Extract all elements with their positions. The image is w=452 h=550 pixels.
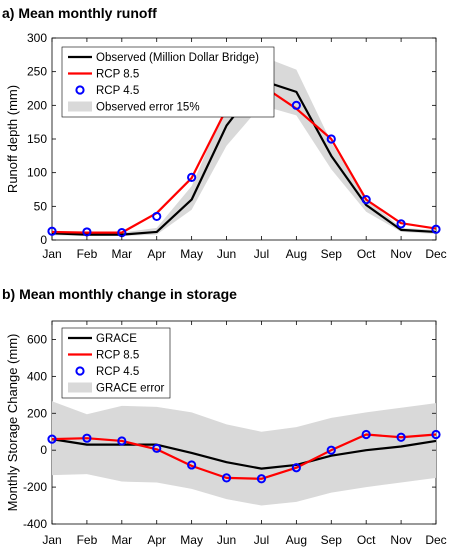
- data-point: [47, 226, 57, 236]
- legend-label: GRACE: [96, 333, 137, 345]
- x-tick-label: Apr: [147, 533, 166, 547]
- x-tick-label: Jan: [42, 247, 61, 261]
- legend-box: [61, 46, 275, 118]
- x-tick-label: Oct: [357, 533, 376, 547]
- legend-swatch-band: [68, 101, 92, 112]
- legend-swatch-marker: [75, 366, 85, 376]
- legend-label: GRACE error: [96, 383, 165, 395]
- x-tick-label: Mar: [111, 247, 132, 261]
- legend-swatch-marker: [75, 85, 85, 95]
- data-point: [47, 434, 57, 444]
- x-tick-label: May: [180, 247, 203, 261]
- data-point: [326, 134, 336, 144]
- data-point: [361, 429, 371, 440]
- y-tick-label: -400: [23, 517, 47, 531]
- x-tick-label: Apr: [147, 247, 166, 261]
- data-point: [396, 219, 406, 229]
- x-tick-label: Dec: [425, 247, 446, 261]
- data-point: [396, 432, 406, 442]
- legend: Observed (Million Dollar Bridge) RCP 8.5 R…: [61, 46, 275, 118]
- x-tick-label: Jan: [42, 533, 61, 547]
- x-tick-label: Aug: [286, 533, 307, 547]
- x-tick-label: Jul: [254, 247, 269, 261]
- chart-title: b) Mean monthly change in storage: [2, 286, 237, 302]
- legend: GRACE RCP 8.5 RCP 4.5 GRACE error: [61, 327, 171, 399]
- x-tick-label: Oct: [357, 247, 376, 261]
- y-tick-label: 150: [27, 132, 47, 146]
- data-point: [152, 211, 162, 222]
- data-point: [361, 195, 371, 205]
- chart-1: a) Mean monthly runoff 0 50 100 150 200 250 300…: [2, 5, 447, 261]
- y-tick-label: 0: [40, 233, 47, 247]
- chart-2: b) Mean monthly change in storage -400 -20…: [2, 286, 447, 547]
- y-axis-label: Runoff depth (mm): [5, 85, 20, 193]
- data-point: [256, 474, 267, 484]
- x-tick-label: Nov: [390, 247, 411, 261]
- y-tick-label: 100: [27, 166, 47, 180]
- series-line-rcp-8-5: [51, 433, 437, 480]
- data-point: [187, 460, 197, 470]
- y-tick-label: 0: [40, 443, 47, 457]
- chart-title: a) Mean monthly runoff: [2, 5, 157, 21]
- x-tick-label: Jun: [217, 533, 236, 547]
- x-tick-label: Mar: [111, 533, 132, 547]
- legend-label: Observed (Million Dollar Bridge): [96, 52, 259, 64]
- legend-label: RCP 8.5: [96, 69, 139, 81]
- legend-label: RCP 8.5: [96, 350, 139, 362]
- y-tick-label: 400: [27, 369, 47, 383]
- data-point: [431, 224, 441, 234]
- data-point: [152, 443, 162, 453]
- y-tick-label: 300: [27, 31, 47, 45]
- data-point: [187, 172, 197, 182]
- legend-label: RCP 4.5: [96, 85, 139, 97]
- series-line-grace: [51, 438, 437, 470]
- y-tick-label: 50: [34, 199, 48, 213]
- legend-label: RCP 4.5: [96, 366, 139, 378]
- legend-swatch-band: [68, 382, 92, 393]
- y-tick-label: 600: [27, 332, 47, 346]
- x-tick-label: Jul: [254, 533, 269, 547]
- x-tick-label: Feb: [77, 533, 98, 547]
- data-point: [326, 445, 336, 455]
- x-tick-label: Sep: [321, 247, 343, 261]
- x-tick-label: Nov: [390, 533, 411, 547]
- data-point: [117, 436, 127, 446]
- x-tick-label: Feb: [77, 247, 98, 261]
- legend-label: Observed error 15%: [96, 102, 200, 114]
- data-point: [221, 473, 232, 483]
- x-tick-label: Dec: [425, 533, 446, 547]
- x-tick-label: Aug: [286, 247, 307, 261]
- x-tick-label: Sep: [321, 533, 343, 547]
- data-point: [82, 433, 92, 443]
- y-tick-label: 200: [27, 98, 47, 112]
- y-tick-label: -200: [23, 480, 47, 494]
- y-axis-label: Monthly Storage Change (mm): [5, 334, 20, 512]
- error-band: [52, 401, 436, 506]
- x-tick-label: May: [180, 533, 203, 547]
- x-tick-label: Jun: [217, 247, 236, 261]
- data-point: [82, 227, 92, 237]
- data-point: [291, 100, 301, 110]
- data-point: [291, 463, 301, 473]
- y-tick-label: 200: [27, 406, 47, 420]
- data-point: [431, 429, 441, 440]
- y-tick-label: 250: [27, 65, 47, 79]
